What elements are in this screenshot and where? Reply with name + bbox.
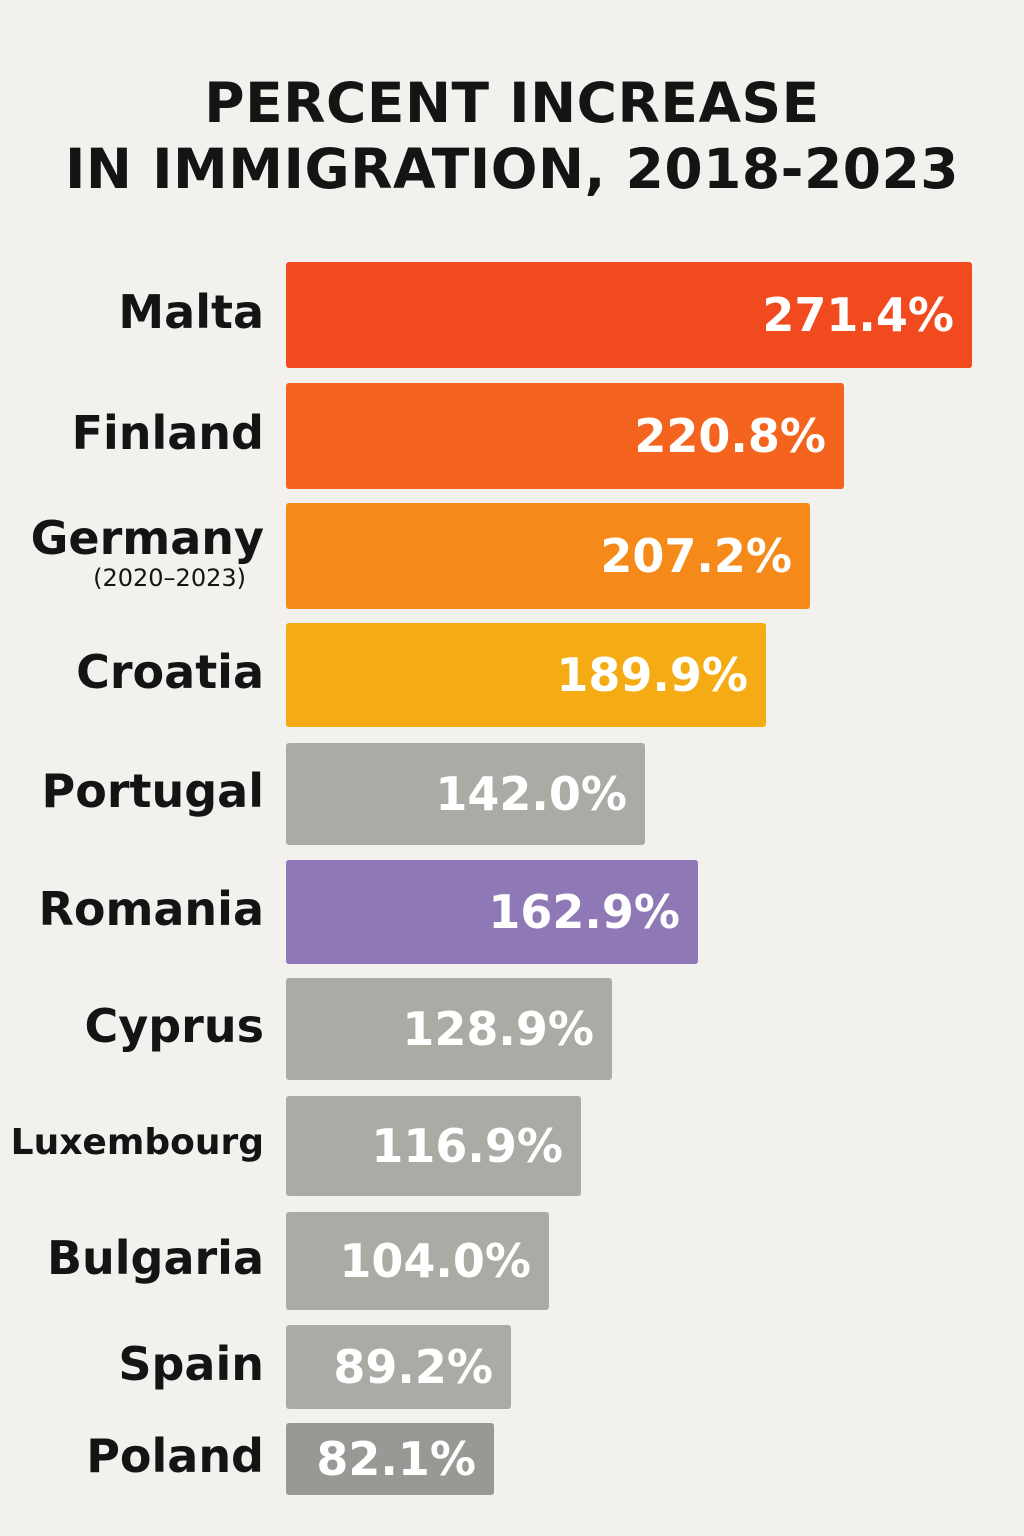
data-label: 104.0% xyxy=(339,1234,531,1288)
category-label: Poland xyxy=(4,1431,264,1481)
category-name: Spain xyxy=(118,1337,264,1391)
category-name: Poland xyxy=(86,1429,264,1483)
category-label: Croatia xyxy=(4,647,264,697)
chart-title: PERCENT INCREASE IN IMMIGRATION, 2018-20… xyxy=(0,70,1024,202)
category-name: Croatia xyxy=(76,645,264,699)
data-label: 220.8% xyxy=(634,409,826,463)
bar: 89.2% xyxy=(286,1325,511,1409)
category-label: Cyprus xyxy=(4,999,265,1053)
bar: 189.9% xyxy=(286,623,766,727)
bar: 220.8% xyxy=(286,383,844,489)
category-label: Malta xyxy=(4,287,264,337)
data-label: 189.9% xyxy=(556,648,748,702)
category-label: Luxembourg xyxy=(4,1118,264,1168)
category-label: Spain xyxy=(4,1339,264,1389)
category-name: Bulgaria xyxy=(46,1231,264,1285)
data-label: 207.2% xyxy=(600,529,792,583)
data-label: 82.1% xyxy=(316,1432,476,1486)
bar: 128.9% xyxy=(286,978,612,1080)
category-label: Bulgaria xyxy=(4,1233,264,1283)
data-label: 142.0% xyxy=(435,767,627,821)
category-name: Finland xyxy=(71,406,264,460)
category-label: Germany (2020–2023) xyxy=(4,513,264,593)
data-label: 116.9% xyxy=(371,1119,563,1173)
category-label: Portugal xyxy=(4,766,264,816)
bar: 142.0% xyxy=(286,743,645,845)
category-name: Malta xyxy=(118,285,264,339)
chart-title-line-2: IN IMMIGRATION, 2018-2023 xyxy=(64,137,960,201)
bar: 162.9% xyxy=(286,860,698,964)
data-label: 162.9% xyxy=(488,885,680,939)
bar: 104.0% xyxy=(286,1212,549,1310)
bar: 116.9% xyxy=(286,1096,581,1196)
category-name: Romania xyxy=(38,882,264,936)
bar: 82.1% xyxy=(286,1423,494,1495)
data-label: 271.4% xyxy=(762,288,954,342)
bar: 207.2% xyxy=(286,503,810,609)
bar: 271.4% xyxy=(286,262,972,368)
data-label: 128.9% xyxy=(402,1002,594,1056)
category-name: Portugal xyxy=(41,764,264,818)
category-name: Luxembourg xyxy=(10,1122,264,1163)
chart-title-line-1: PERCENT INCREASE xyxy=(204,71,820,135)
data-label: 89.2% xyxy=(333,1340,493,1394)
category-sublabel: (2020–2023) xyxy=(93,564,246,592)
category-name: Cyprus xyxy=(84,999,265,1053)
category-label: Finland xyxy=(4,408,264,458)
category-name: Germany xyxy=(30,511,264,565)
category-label: Romania xyxy=(4,884,264,934)
